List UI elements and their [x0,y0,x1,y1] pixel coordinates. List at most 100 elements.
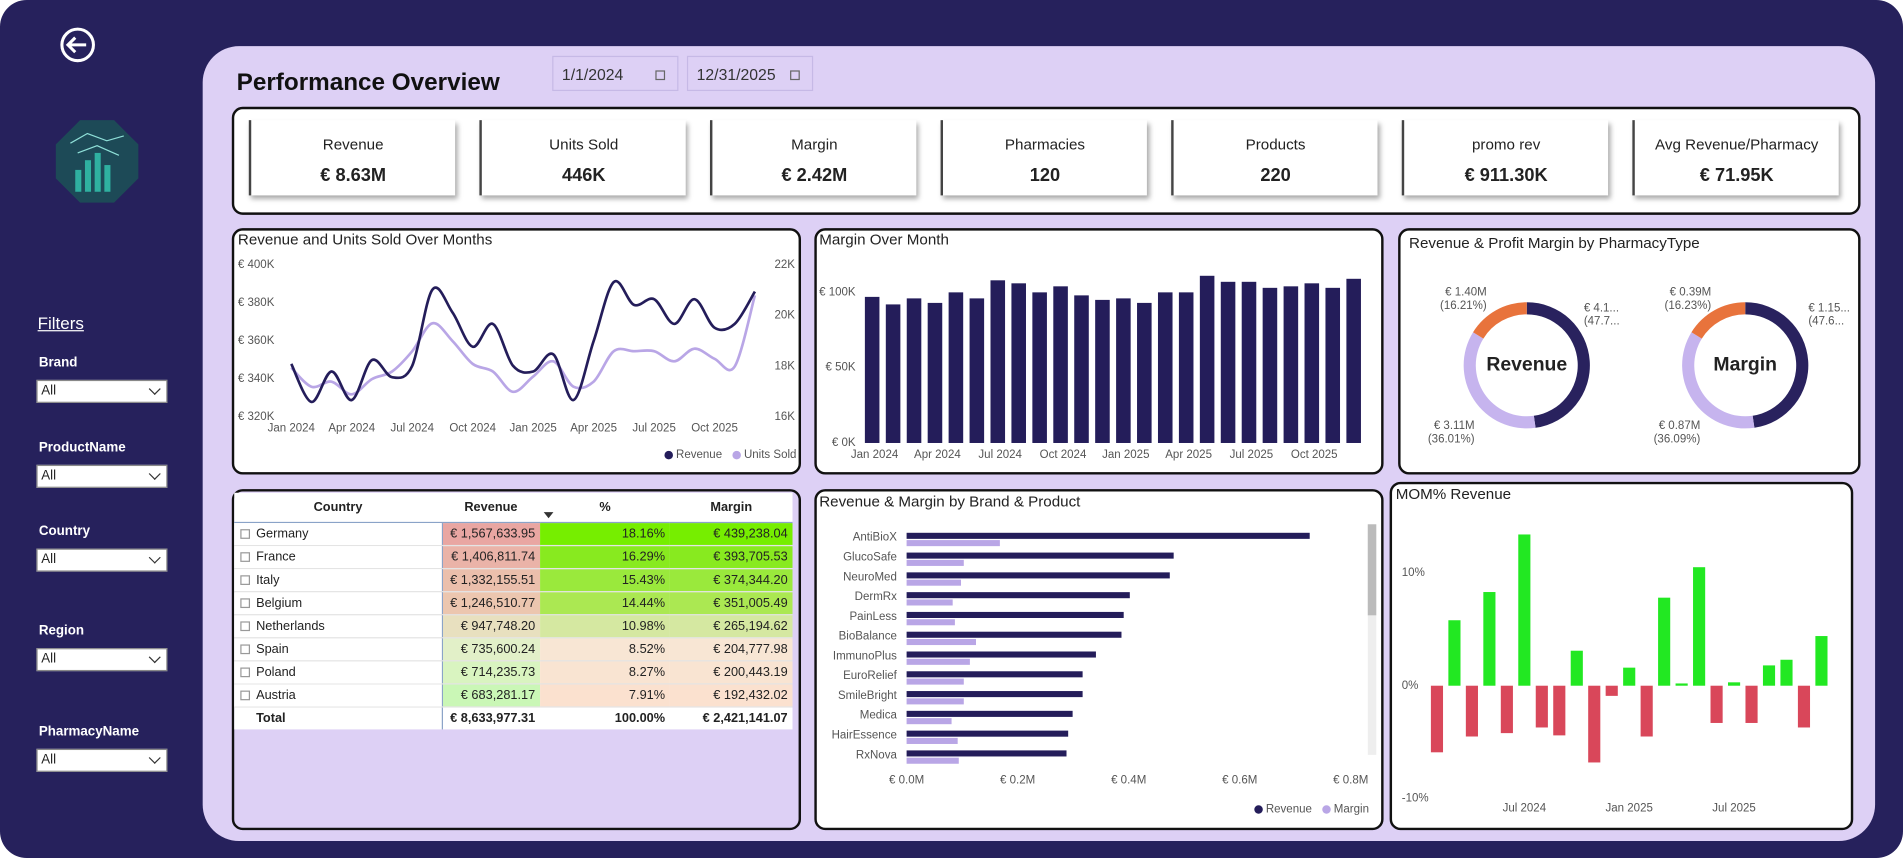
kpi-value: € 2.42M [781,165,848,186]
data-label: (47.6... [1808,316,1844,328]
kpi-value: 446K [561,165,606,186]
date-end[interactable]: 12/31/2025 [686,55,814,92]
column-header[interactable]: Country [234,492,442,524]
kpi-value: € 8.63M [320,165,387,186]
table-cell: € 204,777.98 [669,637,793,662]
bar [1074,295,1089,443]
scrollbar[interactable] [1367,524,1377,755]
filter-dropdown[interactable]: All [36,648,168,672]
legend-label: Margin [1334,804,1369,816]
y-tick-label: AntiBioX [853,532,897,544]
bar [1535,685,1548,728]
data-label: (36.01%) [1428,433,1475,445]
table-cell: 8.27% [540,660,670,685]
filter-label: ProductName [38,440,126,456]
bar [906,698,964,705]
x-tick-label: Jan 2025 [1102,449,1149,461]
x-tick-label: Jul 2024 [390,422,434,434]
x-tick-label: Apr 2025 [1165,449,1212,461]
table-cell: € 393,705.53 [669,545,793,570]
kpi-card: Pharmacies 120 [940,120,1147,196]
x-tick-label: Jul 2025 [1230,449,1274,461]
table-cell: Netherlands [234,614,443,639]
x-tick-label: Jul 2024 [978,449,1022,461]
kpi-card: Revenue € 8.63M [248,120,456,196]
table-cell: Belgium [234,591,443,616]
filter-label: Country [38,524,91,539]
bar [1588,685,1601,763]
table-cell: € 1,567,633.95 [441,522,541,547]
bar [906,619,955,626]
kpi-value: 120 [1029,165,1061,186]
filter-label: PharmacyName [38,724,140,740]
table-row: Italy € 1,332,155.51 15.43% € 374,344.20 [234,568,793,593]
y-tick-label: Medica [860,710,898,722]
bar [1283,286,1299,443]
panel [1389,481,1854,831]
table-cell: € 265,194.62 [669,614,793,639]
x-tick-label: € 0.0M [889,774,924,786]
kpi-label: Revenue [322,135,384,153]
bar [864,296,880,443]
x-tick-label: Jul 2025 [1712,802,1756,814]
legend-label: Revenue [676,449,722,461]
bar [1241,281,1257,443]
x-tick-label: Oct 2024 [449,422,496,434]
bar [906,750,1067,757]
filter-dropdown[interactable]: All [36,464,168,488]
bar [906,599,953,606]
amount-label: € 1.15... [1808,302,1850,314]
back-button[interactable] [60,27,95,63]
table-cell: 14.44% [540,591,670,616]
column-header[interactable]: Revenue [441,492,554,524]
bar [885,304,901,443]
filter-label: Brand [38,355,78,371]
table-cell: Poland [234,660,443,685]
x-tick-label: € 0.6M [1222,774,1257,786]
table-cell: € 683,281.17 [441,683,541,708]
filter-dropdown[interactable]: All [36,748,168,772]
bar [906,579,962,586]
donut-segment [1682,332,1755,429]
bar [1116,298,1131,443]
filter-dropdown[interactable]: All [36,379,168,403]
x-tick-label: € 0.2M [1000,774,1035,786]
x-tick-label: Jan 2024 [851,449,899,461]
y-tick-label: 10% [1402,567,1425,579]
date-start[interactable]: 1/1/2024 [552,55,679,92]
data-label: (36.09%) [1654,433,1701,445]
scrollbar-thumb[interactable] [1367,524,1377,616]
filter-dropdown[interactable]: All [36,548,168,572]
bar [906,572,1170,579]
kpi-card: Units Sold 446K [479,120,686,196]
table-body: Germany € 1,567,633.95 18.16% € 439,238.04 F… [234,522,793,730]
bar [1178,292,1194,443]
data-label: (16.23%) [1665,300,1712,312]
panel [1398,228,1861,475]
logo [55,120,139,203]
chart-title: MOM% Revenue [1396,486,1511,503]
line [290,279,757,404]
y-tick-label: GlucoSafe [843,551,897,563]
bar [1518,534,1531,686]
kpi-label: Avg Revenue/Pharmacy [1655,135,1819,153]
bar [969,298,985,443]
table-row: Netherlands € 947,748.20 10.98% € 265,194.6… [234,614,793,639]
table-cell: € 947,748.20 [441,614,541,639]
bar [1570,650,1583,686]
table-cell: 15.43% [540,568,670,593]
table-cell: € 374,344.20 [669,568,793,593]
legend-marker [664,450,673,460]
x-tick-label: Jul 2025 [632,422,676,434]
bar [948,292,964,443]
bar [1693,567,1706,686]
column-header[interactable]: % [540,492,670,524]
table-cell: Austria [234,683,443,708]
column-header[interactable]: Margin [669,492,793,524]
table-cell: France [234,545,443,570]
y-tick-label: ImmunoPlus [833,650,897,662]
y2-tick-label: 16K [774,411,795,423]
bar [906,710,1073,717]
bar [1623,667,1636,686]
y-tick-label: € 0K [832,437,856,449]
